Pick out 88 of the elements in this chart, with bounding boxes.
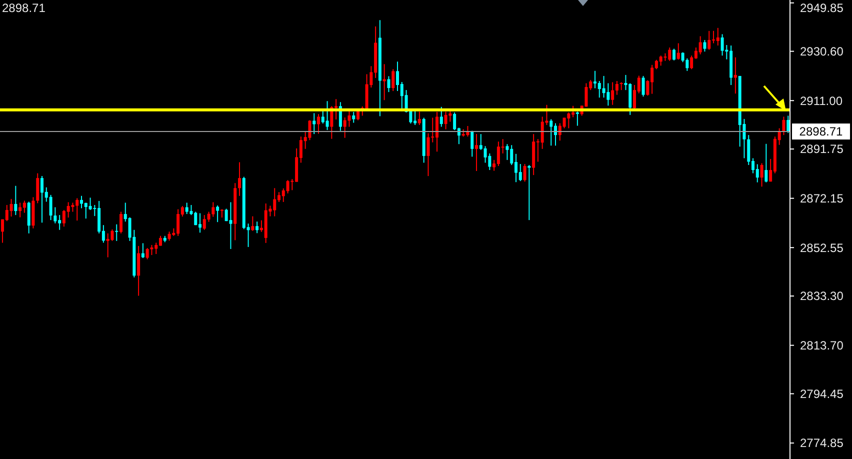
candlestick	[475, 134, 478, 172]
candlestick	[764, 143, 768, 183]
y-tick-label: 2930.60	[800, 44, 844, 59]
candlestick	[88, 197, 92, 211]
candlestick	[110, 228, 114, 242]
candlestick	[168, 231, 171, 242]
candlestick	[703, 39, 706, 52]
candlestick	[251, 216, 254, 232]
candlestick	[212, 202, 215, 218]
candlestick	[672, 48, 676, 61]
candlestick	[484, 146, 487, 164]
candlestick	[54, 206, 57, 224]
candlestick	[141, 242, 144, 259]
candlestick	[611, 82, 614, 106]
candlestick	[348, 110, 351, 128]
y-tick-label: 2891.75	[800, 142, 844, 156]
candlestick	[602, 75, 606, 98]
candlestick	[387, 76, 390, 93]
y-tick-label: 2852.55	[800, 240, 844, 255]
candlestick	[382, 64, 386, 101]
candlestick	[343, 116, 346, 138]
ref-line-label: 2898.71	[799, 124, 844, 139]
candlestick	[326, 100, 329, 131]
candlestick	[659, 55, 662, 66]
y-tick-label: 2813.70	[800, 338, 844, 353]
candlestick	[440, 106, 443, 128]
candlestick	[224, 208, 228, 222]
candlestick	[690, 55, 694, 70]
candlestick	[756, 164, 759, 183]
candlestick	[10, 198, 13, 218]
y-tick-label: 2794.45	[800, 386, 844, 401]
candlestick	[120, 211, 122, 234]
candlestick	[698, 36, 702, 55]
candlestick	[426, 132, 430, 177]
candlestick	[308, 120, 312, 141]
candlestick	[115, 224, 118, 242]
candlestick	[352, 111, 356, 124]
candlestick	[782, 116, 786, 136]
candlestick	[137, 245, 140, 296]
candlestick	[606, 82, 610, 106]
candlestick	[106, 232, 110, 258]
y-tick-label: 2833.30	[800, 289, 844, 304]
candlestick	[49, 194, 52, 221]
candlestick	[392, 68, 395, 92]
candlestick	[18, 202, 22, 218]
candlestick	[229, 202, 232, 250]
candlestick	[238, 162, 241, 196]
candlestick	[27, 201, 30, 234]
candlestick	[431, 117, 434, 143]
candlestick	[146, 247, 149, 260]
y-tick-label: 2774.85	[800, 436, 844, 450]
annotation: 2898.71	[2, 1, 46, 15]
candlestick	[312, 112, 316, 135]
candlestick	[567, 112, 570, 129]
candlestick	[418, 111, 421, 126]
candlestick	[444, 111, 448, 130]
candlestick	[550, 118, 553, 146]
candlestick	[676, 42, 680, 60]
candlestick	[523, 163, 526, 182]
candlestick	[786, 115, 790, 134]
candlestick	[71, 202, 74, 212]
candlestick	[720, 34, 724, 56]
candlestick	[22, 200, 26, 214]
candlestick	[506, 144, 509, 160]
candlestick	[716, 27, 720, 46]
candlestick	[734, 56, 737, 94]
y-tick-label: 2949.85	[800, 1, 844, 16]
candlestick	[760, 162, 764, 188]
candlestick	[642, 75, 645, 98]
candlestick	[14, 185, 18, 216]
candlestick	[470, 130, 474, 158]
candlestick	[317, 114, 320, 134]
candlestick	[528, 164, 531, 221]
candlestick	[286, 180, 290, 194]
candlestick	[518, 163, 522, 182]
candlestick	[620, 82, 623, 91]
candlestick	[708, 30, 711, 50]
candlestick	[615, 80, 618, 96]
candlestick	[216, 204, 220, 223]
candlestick	[576, 111, 579, 126]
candlestick	[185, 202, 188, 215]
candlestick	[540, 116, 544, 150]
y-tick-label: 2872.15	[800, 192, 844, 206]
y-tick-label: 2911.00	[800, 94, 843, 108]
candlestick	[36, 172, 40, 204]
candlestick	[488, 152, 492, 171]
candlestick	[466, 126, 470, 138]
candlestick	[256, 221, 259, 234]
